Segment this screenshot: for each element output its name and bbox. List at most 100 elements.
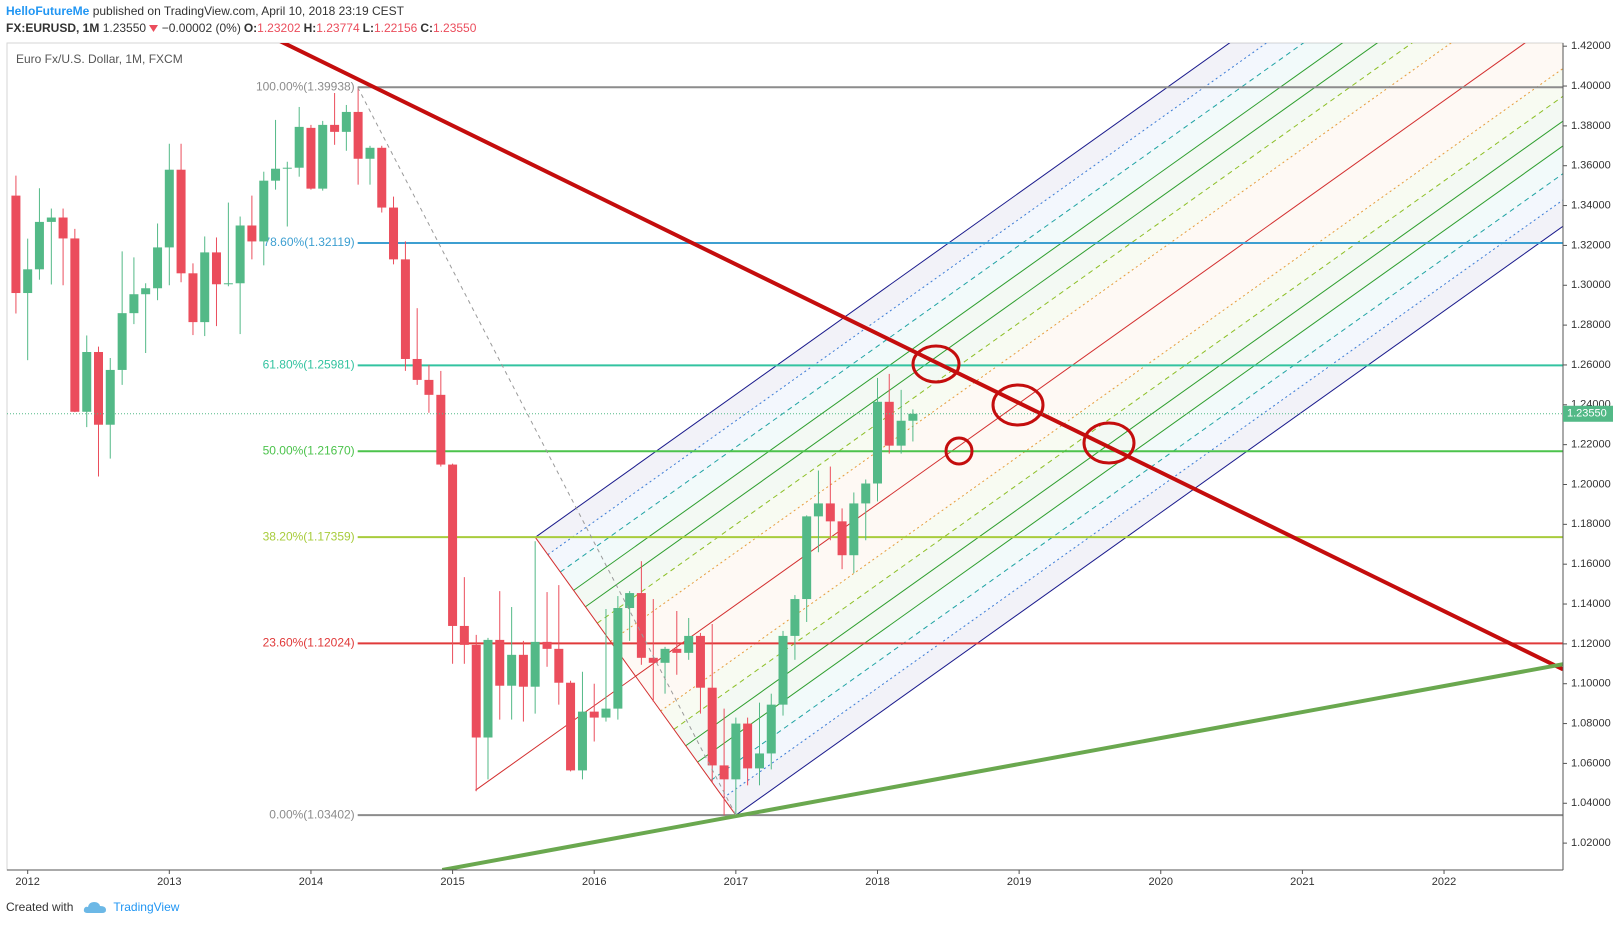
candle-body (377, 147, 387, 208)
candle-body (530, 641, 540, 687)
candle-body (896, 420, 906, 446)
ohlc-value: 1.23202 (257, 21, 301, 35)
x-tick-label: 2022 (1432, 876, 1456, 888)
candle-body (684, 635, 694, 653)
y-tick-label: 1.32000 (1571, 239, 1611, 251)
y-tick-label: 1.08000 (1571, 717, 1611, 729)
candle-body (731, 723, 741, 780)
candle-body (318, 124, 328, 189)
pitchfork-band (723, 199, 1563, 816)
published: published on TradingView.com, April 10, … (92, 4, 404, 18)
candle-body (82, 352, 92, 412)
pitchfork-band (597, 43, 1452, 642)
x-tick-label: 2013 (157, 876, 181, 888)
x-tick-label: 2019 (1007, 876, 1031, 888)
pitchfork-band (573, 43, 1378, 607)
candle-body (70, 238, 80, 412)
candle-body (542, 641, 552, 649)
candle-body (755, 753, 765, 769)
axes: 1.02000 1.04000 1.06000 1.08000 1.10000 1.120… (7, 40, 1613, 888)
candle-body (908, 413, 918, 421)
pitchfork-level (723, 199, 1563, 799)
circle-annotation (1082, 421, 1136, 465)
candle-body (695, 635, 705, 688)
candle-body (471, 644, 481, 738)
candle-body (648, 657, 658, 663)
candle-body (424, 379, 434, 395)
candle-body (129, 294, 139, 314)
x-tick-label: 2017 (724, 876, 748, 888)
x-tick-label: 2012 (15, 876, 39, 888)
y-tick-label: 1.16000 (1571, 558, 1611, 570)
fib-label: 61.80%(1.25981) (263, 358, 355, 372)
pitchfork-level (697, 145, 1563, 763)
y-tick-label: 1.02000 (1571, 837, 1611, 849)
ohlc-label: C: (420, 21, 434, 35)
y-tick-label: 1.20000 (1571, 478, 1611, 490)
candle-body (790, 599, 800, 636)
candle-body (412, 358, 422, 380)
pitchfork-level (573, 43, 1344, 591)
candle-body (436, 394, 446, 465)
last-price-box (1563, 405, 1613, 422)
x-tick-label: 2015 (440, 876, 464, 888)
y-tick-label: 1.10000 (1571, 678, 1611, 690)
x-tick-label: 2014 (299, 876, 323, 888)
candle-body (802, 516, 812, 600)
ohlc-label: O: (243, 21, 258, 35)
footer: Created with TradingView (6, 900, 179, 914)
candle-body (259, 180, 269, 242)
quote-line: FX:EURUSD, 1M 1.23550 −0.00002 (0%) O:1.2… (6, 20, 476, 37)
pitchfork-band (547, 43, 1304, 573)
fib-label: 38.20%(1.17359) (263, 529, 355, 543)
brand[interactable]: TradingView (113, 900, 180, 914)
y-tick-label: 1.36000 (1571, 160, 1611, 172)
candle-body (566, 682, 576, 771)
candle-body (743, 723, 753, 769)
publish-line: HelloFutureMe published on TradingView.c… (6, 3, 476, 20)
symbol: FX:EURUSD, 1M (6, 21, 100, 35)
candle-body (825, 503, 835, 522)
y-tick-label: 1.14000 (1571, 598, 1611, 610)
y-tick-label: 1.42000 (1571, 40, 1611, 52)
annotations (911, 344, 1136, 466)
x-tick-label: 2016 (582, 876, 606, 888)
candle-body (153, 247, 163, 289)
y-tick-label: 1.28000 (1571, 319, 1611, 331)
chart-title: Euro Fx/U.S. Dollar, 1M, FXCM (16, 52, 183, 66)
candle-body (93, 352, 103, 425)
candle-body (117, 313, 127, 370)
header: HelloFutureMe published on TradingView.c… (6, 3, 476, 37)
candle-body (11, 195, 21, 294)
candle-body (707, 687, 717, 766)
candle-body (518, 654, 528, 687)
candle-body (719, 765, 729, 780)
y-tick-label: 1.04000 (1571, 797, 1611, 809)
author[interactable]: HelloFutureMe (6, 4, 90, 18)
candle-body (46, 217, 56, 222)
candle-body (34, 221, 44, 270)
y-tick-label: 1.06000 (1571, 757, 1611, 769)
candle-body (861, 483, 871, 504)
fib-label: 100.00%(1.39938) (256, 79, 355, 93)
y-tick-label: 1.22000 (1571, 439, 1611, 451)
candle-body (400, 259, 410, 359)
candle-body (105, 369, 115, 425)
tv-logo[interactable] (83, 900, 107, 914)
candle-body (636, 593, 646, 658)
candle-body (389, 207, 399, 260)
y-tick-label: 1.40000 (1571, 80, 1611, 92)
pitchfork-level (547, 43, 1268, 556)
pitchfork-base (534, 536, 737, 816)
price: 1.23550 (102, 21, 147, 35)
x-tick-label: 2021 (1290, 876, 1314, 888)
candle-body (448, 464, 458, 626)
candle-body (483, 639, 493, 738)
pitchfork-band (560, 43, 1343, 591)
candle-body (188, 273, 198, 323)
created-with: Created with (6, 900, 74, 914)
circle-annotation (991, 383, 1045, 427)
pitchfork-band (685, 121, 1563, 763)
